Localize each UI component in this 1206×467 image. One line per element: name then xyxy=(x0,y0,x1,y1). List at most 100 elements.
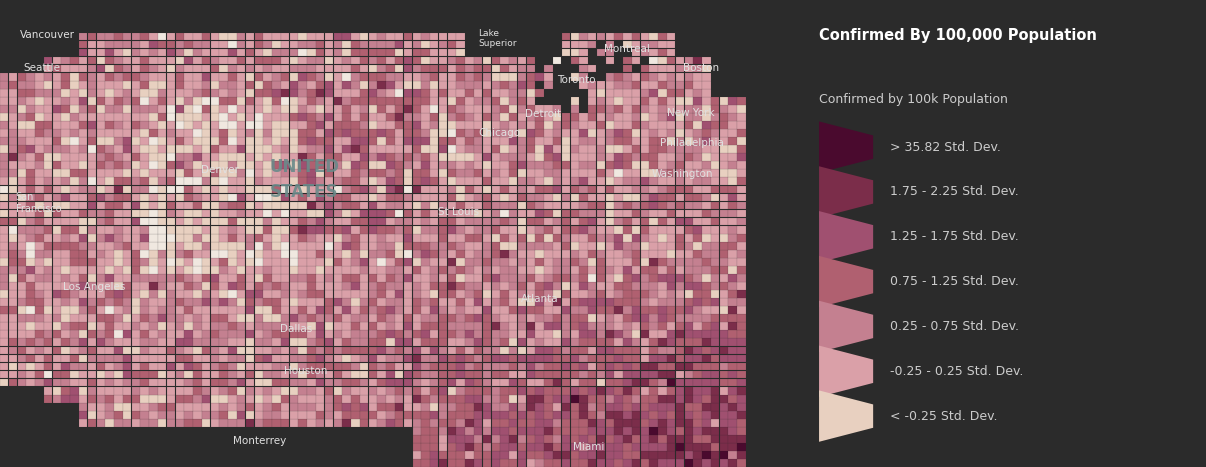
Bar xyxy=(667,290,675,298)
Bar xyxy=(535,210,544,218)
Bar xyxy=(273,371,281,378)
Bar xyxy=(421,170,429,177)
Bar xyxy=(517,443,526,451)
Bar xyxy=(712,411,719,419)
Bar xyxy=(640,65,649,72)
Bar xyxy=(166,331,175,338)
Bar xyxy=(624,185,632,193)
Bar xyxy=(500,395,509,403)
Bar xyxy=(324,49,333,57)
Bar xyxy=(289,49,298,57)
Bar xyxy=(650,185,658,193)
Bar xyxy=(605,387,614,395)
Bar xyxy=(27,185,35,193)
Bar xyxy=(53,371,62,378)
Bar xyxy=(35,282,43,290)
Bar xyxy=(720,435,728,443)
Bar xyxy=(176,177,185,185)
Bar xyxy=(351,57,359,64)
Bar xyxy=(650,274,658,282)
Bar xyxy=(535,290,544,298)
Bar xyxy=(308,419,316,427)
Bar xyxy=(27,339,35,346)
Bar xyxy=(281,89,289,97)
Bar xyxy=(273,363,281,370)
Bar xyxy=(509,250,517,258)
Bar xyxy=(8,121,17,129)
Bar xyxy=(597,298,605,306)
Bar xyxy=(456,459,464,467)
Bar xyxy=(8,298,17,306)
Bar xyxy=(396,347,403,354)
Bar xyxy=(273,306,281,314)
Bar xyxy=(658,411,667,419)
Bar xyxy=(308,226,316,234)
Bar xyxy=(605,81,614,89)
Bar xyxy=(150,290,158,298)
Bar xyxy=(334,274,343,282)
Bar xyxy=(211,97,219,105)
Bar xyxy=(712,185,719,193)
Bar xyxy=(53,202,62,209)
Bar xyxy=(517,282,526,290)
Bar xyxy=(693,347,702,354)
Bar xyxy=(273,314,281,322)
Bar xyxy=(447,274,456,282)
Bar xyxy=(27,81,35,89)
Bar xyxy=(570,33,579,40)
Bar xyxy=(597,210,605,218)
Bar xyxy=(105,33,113,40)
Bar xyxy=(474,266,482,274)
Bar xyxy=(720,210,728,218)
Bar xyxy=(737,339,745,346)
Bar xyxy=(597,266,605,274)
Bar xyxy=(492,435,500,443)
Bar xyxy=(334,97,343,105)
Bar xyxy=(193,193,201,201)
Bar xyxy=(115,185,123,193)
Bar xyxy=(421,81,429,89)
Bar xyxy=(404,387,412,395)
Bar xyxy=(185,306,193,314)
Bar xyxy=(35,81,43,89)
Bar xyxy=(527,298,535,306)
Bar xyxy=(640,162,649,169)
Bar xyxy=(96,387,105,395)
Bar xyxy=(517,137,526,145)
Bar xyxy=(211,371,219,378)
Bar xyxy=(298,97,306,105)
Bar xyxy=(62,298,70,306)
Bar xyxy=(246,298,254,306)
Bar xyxy=(273,73,281,80)
Bar xyxy=(509,170,517,177)
Bar xyxy=(570,162,579,169)
Bar xyxy=(624,170,632,177)
Bar xyxy=(246,33,254,40)
Bar xyxy=(421,89,429,97)
Bar xyxy=(228,202,236,209)
Bar xyxy=(605,282,614,290)
Bar xyxy=(439,193,447,201)
Bar xyxy=(53,274,62,282)
Bar xyxy=(624,113,632,121)
Bar xyxy=(535,113,544,121)
Bar xyxy=(123,33,131,40)
Bar xyxy=(404,363,412,370)
Bar xyxy=(324,226,333,234)
Bar xyxy=(219,290,228,298)
Bar xyxy=(509,354,517,362)
Bar xyxy=(176,411,185,419)
Bar xyxy=(96,266,105,274)
Bar xyxy=(728,162,737,169)
Bar xyxy=(466,451,474,459)
Bar xyxy=(281,113,289,121)
Bar xyxy=(474,129,482,137)
Bar xyxy=(351,411,359,419)
Bar xyxy=(412,387,421,395)
Bar xyxy=(386,202,394,209)
Bar xyxy=(712,347,719,354)
Bar xyxy=(324,57,333,64)
Bar xyxy=(140,41,148,48)
Bar xyxy=(228,121,236,129)
Bar xyxy=(176,419,185,427)
